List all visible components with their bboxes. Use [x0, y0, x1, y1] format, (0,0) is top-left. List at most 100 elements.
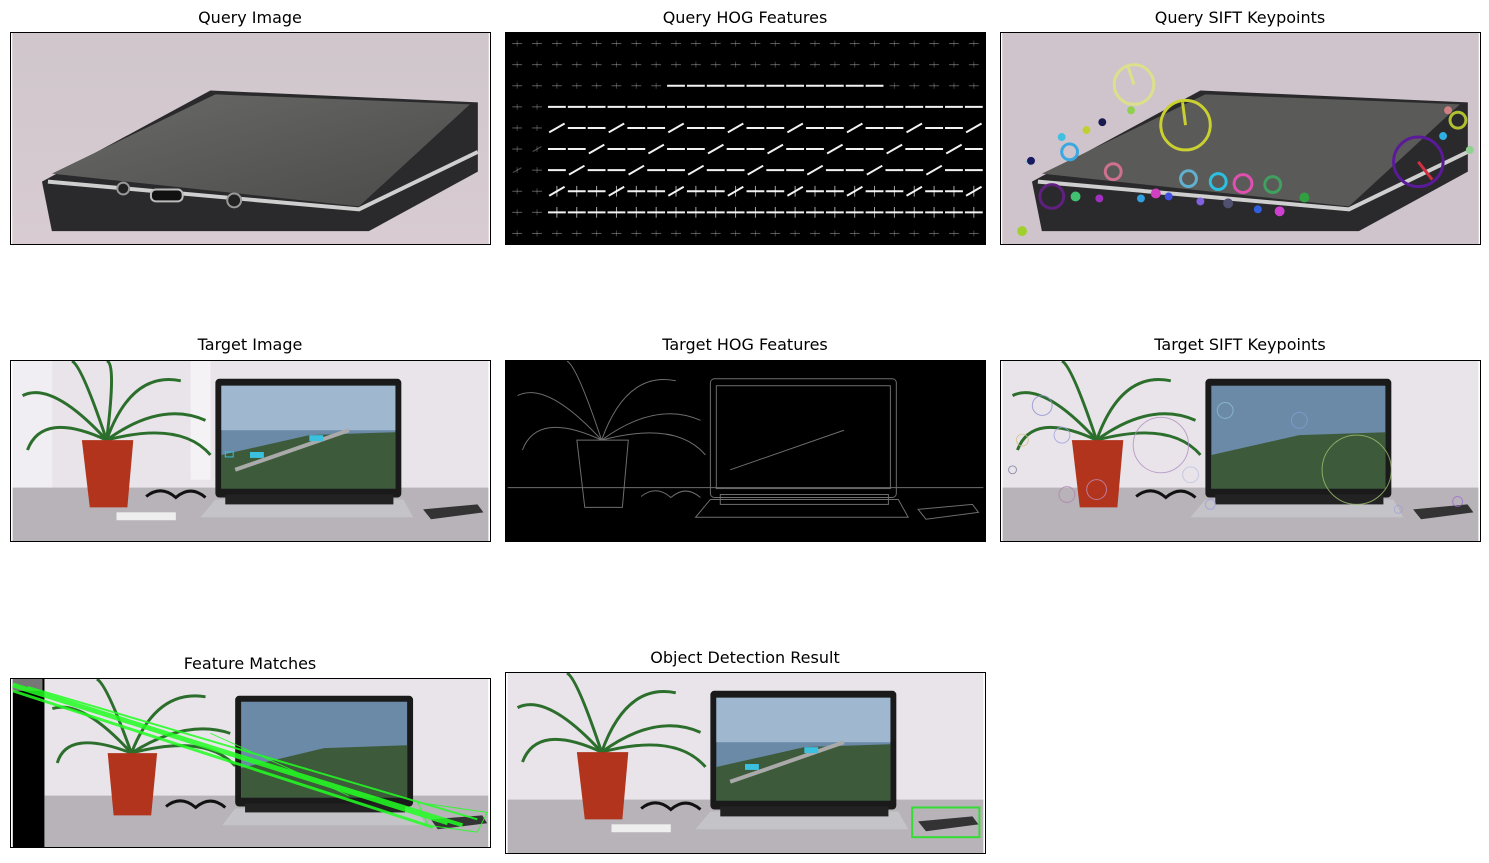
- hog-cell: [766, 206, 785, 218]
- hog-cell: [710, 40, 721, 47]
- hog-cell: [567, 206, 586, 218]
- hog-cell: [829, 61, 840, 68]
- hog-cell: [512, 230, 523, 237]
- hog-cell: [551, 40, 562, 47]
- hog-cell: [906, 122, 923, 134]
- hog-cell: [790, 40, 801, 47]
- hog-cell: [750, 61, 761, 68]
- hog-cell: [512, 40, 523, 47]
- hog-cell: [806, 206, 824, 218]
- hog-cell: [651, 82, 662, 89]
- hog-cell: [886, 143, 903, 155]
- hog-cell: [730, 230, 741, 237]
- hog-cell: [588, 143, 605, 155]
- hog-cell: [631, 82, 642, 89]
- hog-cell: [825, 206, 844, 218]
- hog-cell: [567, 185, 586, 197]
- hog-cell: [730, 40, 741, 47]
- hog-cell: [651, 40, 662, 47]
- hog-cell: [706, 206, 725, 218]
- hog-cell: [948, 82, 959, 89]
- hog-cell: [611, 61, 622, 68]
- hog-cell: [746, 185, 765, 197]
- hog-cell: [906, 185, 923, 197]
- hog-cell: [587, 206, 606, 218]
- hog-cell: [786, 206, 805, 218]
- hog-cell: [770, 61, 781, 68]
- hog-cell: [806, 185, 824, 197]
- hog-cell: [846, 185, 863, 197]
- hog-cell: [671, 40, 681, 47]
- hog-cell: [690, 61, 701, 68]
- hog-cell: [866, 164, 883, 176]
- hog-cell: [548, 122, 566, 134]
- title-target-hog: Target HOG Features: [662, 335, 828, 354]
- hog-cell: [671, 230, 681, 237]
- hog-cell: [786, 185, 804, 197]
- hog-cell: [790, 230, 801, 237]
- hog-cell: [746, 206, 765, 218]
- hog-cell: [611, 230, 622, 237]
- hog-cell: [568, 164, 585, 176]
- title-query-sift: Query SIFT Keypoints: [1154, 8, 1326, 27]
- hog-cell: [532, 40, 543, 47]
- hog-cell: [647, 143, 665, 155]
- hog-cell: [948, 61, 959, 68]
- hog-cell: [767, 143, 784, 155]
- hog-cell: [905, 206, 924, 218]
- hog-cell: [532, 188, 543, 195]
- hog-cell: [965, 122, 983, 134]
- hog-cell: [532, 167, 543, 174]
- hog-cell: [651, 61, 662, 68]
- hog-cell: [667, 185, 685, 197]
- query-hog-panel: [505, 32, 986, 245]
- hog-cell: [810, 230, 820, 237]
- hog-cell: [889, 230, 900, 237]
- hog-cell: [631, 61, 642, 68]
- hog-cell: [512, 146, 523, 153]
- hog-cell: [547, 206, 566, 218]
- hog-cell: [909, 230, 920, 237]
- hog-cell: [846, 122, 863, 134]
- hog-cell: [532, 146, 542, 153]
- hog-cell: [727, 185, 744, 197]
- hog-cell: [671, 61, 681, 68]
- hog-cell: [826, 143, 844, 155]
- hog-cell: [889, 82, 900, 89]
- hog-cell: [710, 230, 721, 237]
- hog-cell: [591, 61, 602, 68]
- hog-cell: [647, 206, 666, 218]
- hog-cell: [945, 185, 963, 197]
- title-target-image: Target Image: [197, 335, 303, 354]
- hog-cell: [591, 230, 602, 237]
- hog-cell: [968, 230, 979, 237]
- hog-cell: [690, 40, 701, 47]
- hog-cell: [512, 209, 523, 216]
- hog-cell: [686, 206, 705, 218]
- hog-cell: [965, 185, 983, 197]
- hog-cell: [929, 82, 940, 89]
- title-query-hog: Query HOG Features: [662, 8, 828, 27]
- feature-matches-image: [12, 679, 489, 847]
- hog-cell: [551, 82, 562, 89]
- hog-cell: [512, 188, 523, 195]
- hog-cell: [747, 164, 764, 176]
- hog-cell: [532, 230, 543, 237]
- hog-cell: [770, 230, 781, 237]
- hog-cell: [845, 206, 864, 218]
- hog-cell: [806, 164, 824, 176]
- hog-cell: [790, 61, 801, 68]
- hog-cell: [885, 185, 904, 197]
- detection-result-image: [507, 673, 984, 853]
- hog-cell: [627, 206, 646, 218]
- hog-cell: [786, 122, 804, 134]
- hog-cell: [925, 164, 943, 176]
- hog-cell: [727, 122, 744, 134]
- hog-cell: [968, 82, 979, 89]
- target-sift-panel: [1000, 360, 1481, 542]
- query-image-panel: [10, 32, 491, 245]
- hog-cell: [889, 40, 900, 47]
- hog-cell: [885, 206, 904, 218]
- hog-cell: [611, 40, 622, 47]
- hog-cell: [647, 185, 666, 197]
